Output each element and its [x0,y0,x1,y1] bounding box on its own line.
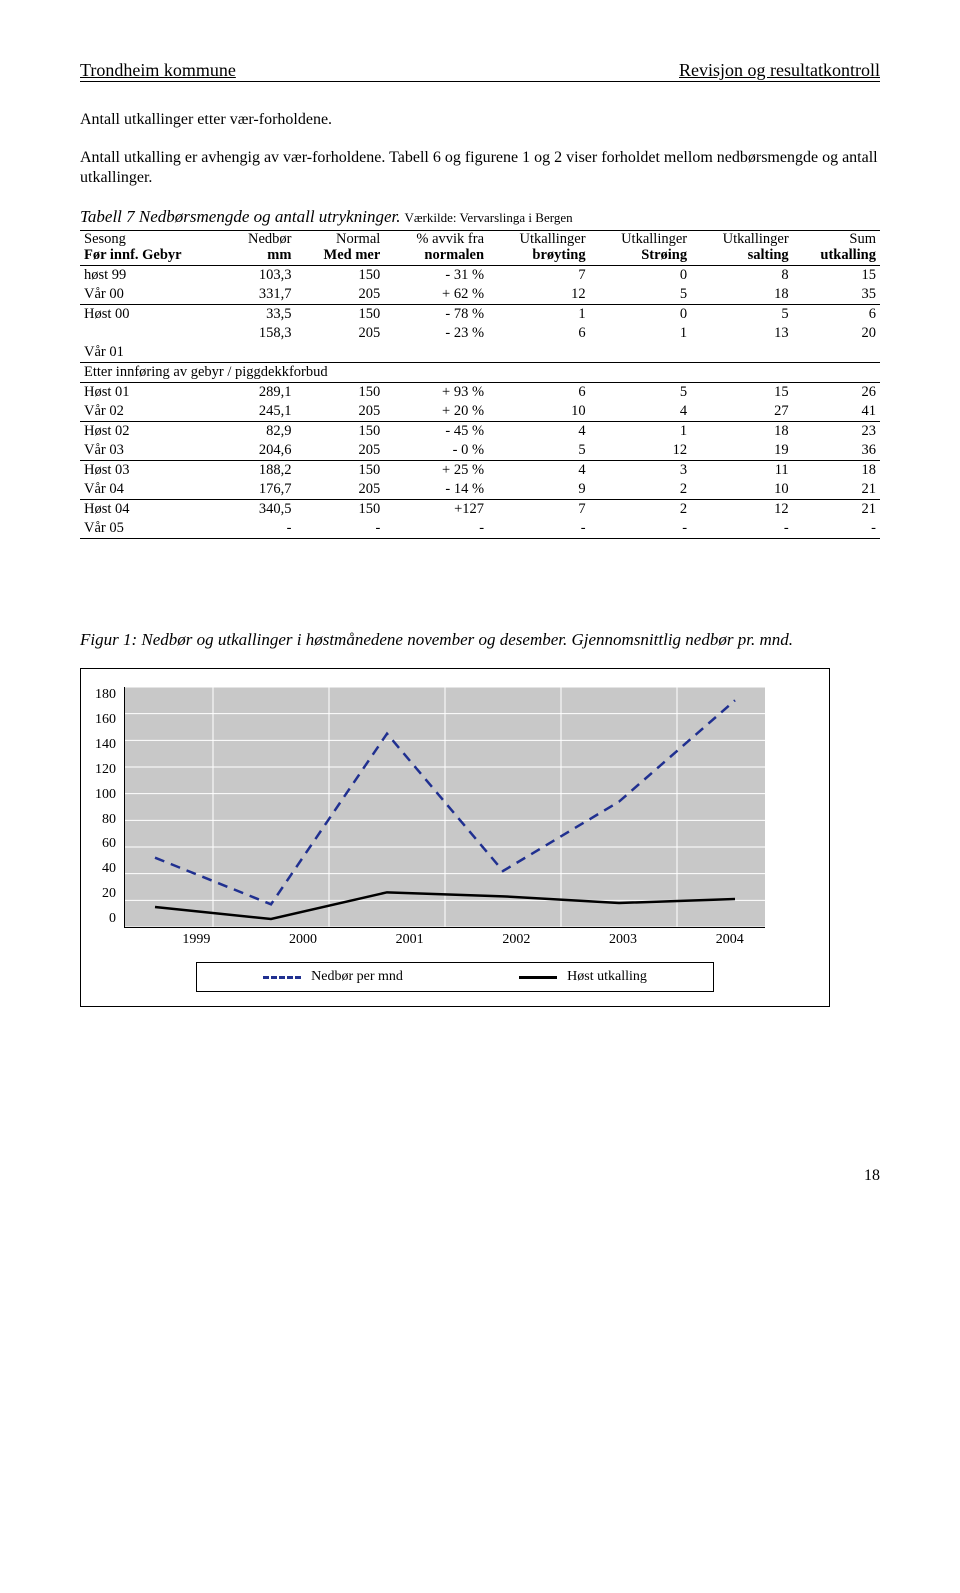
table-header: Utkallingersalting [691,231,793,266]
table7: SesongFør innf. GebyrNedbørmmNormalMed m… [80,230,880,539]
y-tick: 0 [95,911,116,927]
table7-title: Tabell 7 Nedbørsmengde og antall utrykni… [80,206,880,228]
table7-title-text: Tabell 7 Nedbørsmengde og antall utrykni… [80,207,400,226]
table7-subnote: Værkilde: Vervarslinga i Bergen [404,210,572,225]
y-tick: 60 [95,836,116,852]
x-tick: 2003 [570,928,677,948]
table-header: Sumutkalling [793,231,880,266]
table-subheader: Etter innføring av gebyr / piggdekkforbu… [80,362,880,382]
table-row: Vår 00331,7205+ 62 %1251835 [80,285,880,305]
chart-svg [125,687,765,927]
table-header: % avvik franormalen [384,231,488,266]
x-tick: 1999 [143,928,250,948]
x-tick: 2004 [676,928,783,948]
legend-swatch-dash [263,976,301,979]
y-tick: 80 [95,812,116,828]
y-tick: 180 [95,687,116,703]
header-left: Trondheim kommune [80,60,236,81]
header-right: Revisjon og resultatkontroll [679,60,880,81]
table-header: Utkallingerbrøyting [488,231,590,266]
table-row: Høst 01289,1150+ 93 %651526 [80,382,880,402]
legend-label-nedbor: Nedbør per mnd [311,969,403,985]
table-row: Vår 04176,7205- 14 %921021 [80,480,880,500]
plot-area [124,687,765,928]
y-tick: 40 [95,861,116,877]
table-row: høst 99103,3150- 31 %70815 [80,265,880,285]
para-2: Antall utkalling er avhengig av vær-forh… [80,148,880,188]
page-number: 18 [80,1167,880,1185]
page-header: Trondheim kommune Revisjon og resultatko… [80,60,880,82]
table-row: 158,3205- 23 %611320 [80,324,880,343]
table-row: Høst 04340,5150+127721221 [80,499,880,519]
table-row: Høst 03188,2150+ 25 %431118 [80,460,880,480]
x-tick: 2000 [250,928,357,948]
table-header: NormalMed mer [295,231,384,266]
table-header: UtkallingerStrøing [590,231,692,266]
figure1: 180160140120100806040200 199920002001200… [80,668,830,1007]
table-row: Vår 02245,1205+ 20 %1042741 [80,402,880,422]
y-tick: 120 [95,762,116,778]
table-row: Vår 03204,6205- 0 %5121936 [80,441,880,461]
para-1: Antall utkallinger etter vær-forholdene. [80,110,880,130]
table-row: Vår 05------- [80,519,880,539]
x-tick: 2001 [356,928,463,948]
y-tick: 20 [95,886,116,902]
x-axis-ticks: 199920002001200220032004 [143,928,783,948]
y-tick: 160 [95,712,116,728]
x-tick: 2002 [463,928,570,948]
legend-item-nedbor: Nedbør per mnd [263,969,403,985]
legend-label-utkalling: Høst utkalling [567,969,647,985]
table7-head: SesongFør innf. GebyrNedbørmmNormalMed m… [80,231,880,266]
y-tick: 100 [95,787,116,803]
table-header: SesongFør innf. Gebyr [80,231,225,266]
table-row: Høst 0282,9150- 45 %411823 [80,421,880,441]
y-tick: 140 [95,737,116,753]
legend: Nedbør per mnd Høst utkalling [196,962,714,992]
legend-swatch-solid [519,976,557,979]
legend-item-utkalling: Høst utkalling [519,969,647,985]
table-row: Vår 01 [80,343,880,363]
figure1-caption: Figur 1: Nedbør og utkallinger i høstmån… [80,629,880,650]
table-header: Nedbørmm [225,231,296,266]
y-axis-ticks: 180 160 140 120 100 80 60 40 20 0 [95,687,124,927]
table-row: Høst 0033,5150- 78 %1056 [80,304,880,324]
